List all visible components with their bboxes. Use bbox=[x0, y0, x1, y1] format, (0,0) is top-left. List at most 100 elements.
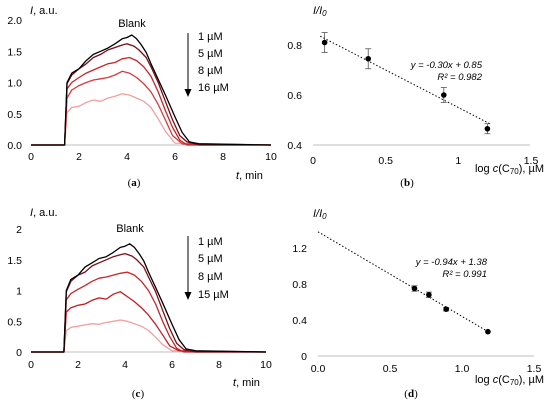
panel-b-equation: y = -0.30x + 0.85 bbox=[410, 60, 483, 71]
panel-d-y-tick-label: 0 bbox=[301, 351, 307, 363]
panel-d-xlabel: log c(C70), µM bbox=[475, 374, 544, 387]
panel-b-r2: R² = 0.982 bbox=[437, 72, 482, 83]
panel-d-x-tick-label: 0.5 bbox=[383, 363, 398, 375]
panel-b-trendline bbox=[320, 35, 491, 125]
panel-c-y-ticks: 0 0.5 1 1.5 2 bbox=[7, 224, 22, 359]
panel-c-x-tick-label: 8 bbox=[216, 359, 222, 371]
panel-a-x-tick-label: 8 bbox=[220, 151, 226, 163]
panel-c-x-tick-label: 4 bbox=[122, 359, 128, 371]
panel-a-y-tick-label: 0.5 bbox=[7, 109, 22, 121]
panel-c-x-tick-label: 0 bbox=[28, 359, 34, 371]
panel-b-label: (b) bbox=[400, 177, 414, 189]
panel-d-data-point bbox=[411, 285, 418, 292]
panel-a-series-line bbox=[31, 70, 272, 146]
panel-a-y-tick-label: 0.0 bbox=[7, 140, 22, 152]
panel-b-x-ticks: 0 0.5 1 1.5 bbox=[310, 155, 538, 167]
panel-c-ylabel: I, a.u. bbox=[30, 207, 58, 219]
panel-c-arrow-head bbox=[184, 292, 192, 300]
panel-d-x-tick-label: 1.0 bbox=[455, 363, 470, 375]
panel-c-y-tick-label: 0.5 bbox=[7, 316, 22, 328]
panel-b-xlabel: log c(C70), µM bbox=[475, 163, 544, 176]
panel-c-x-tick-label: 10 bbox=[260, 359, 272, 371]
panel-a-ylabel: I, a.u. bbox=[30, 5, 58, 17]
panel-d-data-point bbox=[443, 306, 449, 313]
panel-c-legend-item: 15 µM bbox=[198, 289, 229, 301]
panel-b-x-tick-label: 1 bbox=[455, 155, 461, 167]
panel-d-points bbox=[411, 285, 491, 335]
panel-a-xlabel: t, min bbox=[236, 170, 263, 182]
panel-a-series bbox=[31, 34, 272, 146]
panel-c-label: (c) bbox=[132, 388, 145, 400]
panel-a-legend: 1 µM 5 µM 8 µM 16 µM bbox=[198, 31, 229, 94]
panel-a-x-tick-label: 0 bbox=[28, 151, 34, 163]
panel-d-y-ticks: 0 0.4 0.8 1.2 bbox=[292, 243, 307, 363]
panel-b: I/I0 0.4 0.6 0.8 0 0.5 1 1.5 y = -0.30x + 0.8… bbox=[287, 5, 544, 189]
panel-d-ylabel: I/I0 bbox=[313, 208, 327, 221]
panel-a-arrow-head bbox=[184, 89, 192, 97]
panel-d-label: (d) bbox=[404, 388, 418, 400]
panel-a-x-tick-label: 10 bbox=[265, 151, 277, 163]
panel-b-x-tick-label: 0 bbox=[310, 155, 316, 167]
panel-c-annotation: Blank bbox=[116, 223, 144, 235]
panel-d-y-tick-label: 1.2 bbox=[292, 243, 307, 255]
panel-a-x-ticks: 0 2 4 6 8 10 bbox=[28, 151, 277, 163]
panel-c-series-line bbox=[31, 291, 267, 353]
panel-c-y-tick-label: 0 bbox=[16, 347, 22, 359]
panel-a-label: (a) bbox=[128, 177, 141, 189]
panel-c-y-tick-label: 1 bbox=[16, 286, 22, 298]
panel-b-data-point bbox=[484, 125, 491, 132]
panel-c-legend-item: 5 µM bbox=[198, 253, 223, 265]
panel-c-series bbox=[31, 243, 267, 353]
panel-b-x-tick-label: 0.5 bbox=[378, 155, 393, 167]
panel-b-y-tick-label: 0.8 bbox=[287, 40, 302, 52]
panel-a-x-tick-label: 4 bbox=[124, 151, 130, 163]
panel-c-x-tick-label: 6 bbox=[169, 359, 175, 371]
panel-b-x-tick-label: 1.5 bbox=[524, 155, 539, 167]
panel-a-series-line bbox=[31, 34, 272, 146]
panel-c-y-tick-label: 1.5 bbox=[7, 255, 22, 267]
panel-a-y-tick-label: 1.5 bbox=[7, 46, 22, 58]
panel-d-data-point bbox=[485, 328, 491, 335]
panel-d-equation: y = -0.94x + 1.38 bbox=[415, 257, 488, 268]
panel-c-legend: 1 µM 5 µM 8 µM 15 µM bbox=[198, 236, 229, 301]
panel-a-legend-item: 1 µM bbox=[198, 31, 223, 43]
panel-c-y-tick-label: 2 bbox=[16, 224, 22, 236]
panel-a-legend-item: 16 µM bbox=[198, 82, 229, 94]
panel-a-annotation: Blank bbox=[118, 18, 146, 30]
panel-d-x-ticks: 0.0 0.5 1.0 1.5 bbox=[311, 363, 542, 375]
panel-b-data-point bbox=[441, 92, 447, 98]
panel-a-x-tick-label: 2 bbox=[76, 151, 82, 163]
panel-c-xlabel: t, min bbox=[233, 377, 260, 389]
panel-b-y-tick-label: 0.4 bbox=[287, 140, 302, 152]
panel-a-series-line bbox=[31, 56, 271, 146]
panel-d-x-tick-label: 0.0 bbox=[311, 363, 326, 375]
panel-c-x-tick-label: 2 bbox=[75, 359, 81, 371]
panel-a-legend-item: 5 µM bbox=[198, 48, 223, 60]
panel-b-trendline-path bbox=[320, 35, 491, 125]
panel-d: I/I0 0 0.4 0.8 1.2 0.0 0.5 1.0 1.5 y = -0.94x … bbox=[292, 208, 544, 400]
panel-c: I, a.u. 0 0.5 1 1.5 2 0 2 4 6 8 10 Blank 1 µM 5 µM… bbox=[7, 207, 272, 400]
panel-d-x-tick-label: 1.5 bbox=[527, 363, 542, 375]
panel-b-y-tick-label: 0.6 bbox=[287, 90, 302, 102]
panel-b-data-point bbox=[365, 55, 372, 62]
panel-a: I, a.u. 0.0 0.5 1.0 1.5 2.0 0 2 4 6 8 10 Blank 1 … bbox=[7, 5, 277, 189]
panel-d-data-point bbox=[426, 292, 432, 298]
panel-c-legend-item: 1 µM bbox=[198, 236, 223, 248]
panel-a-series-line bbox=[31, 93, 272, 146]
panel-c-series-line bbox=[31, 319, 267, 353]
panel-d-r2: R² = 0.991 bbox=[442, 269, 487, 280]
panel-c-series-line bbox=[31, 243, 267, 353]
panel-d-trendline-path bbox=[317, 231, 489, 333]
panel-d-y-tick-label: 0.8 bbox=[292, 279, 307, 291]
panel-a-y-ticks: 0.0 0.5 1.0 1.5 2.0 bbox=[7, 15, 22, 152]
panel-a-x-tick-label: 6 bbox=[172, 151, 178, 163]
panel-c-legend-item: 8 µM bbox=[198, 271, 223, 283]
panel-c-series-line bbox=[31, 271, 266, 353]
panel-a-y-tick-label: 1.0 bbox=[7, 78, 22, 90]
panel-b-points bbox=[321, 32, 491, 135]
panel-c-x-ticks: 0 2 4 6 8 10 bbox=[28, 359, 272, 371]
panel-a-y-tick-label: 2.0 bbox=[7, 15, 22, 27]
panel-d-y-tick-label: 0.4 bbox=[292, 315, 307, 327]
panel-b-ylabel: I/I0 bbox=[313, 5, 327, 18]
